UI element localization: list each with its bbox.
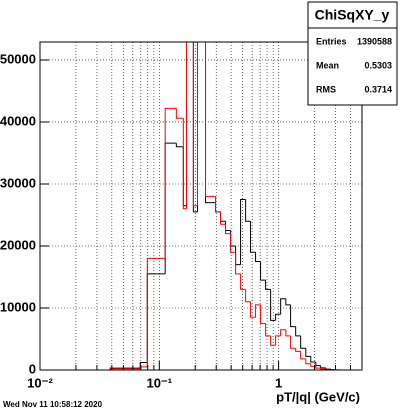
histogram-bin — [225, 224, 231, 235]
histogram-bin — [240, 273, 246, 290]
histogram-bin — [285, 298, 291, 306]
histogram-bin — [275, 313, 281, 321]
stats-box: ChiSqXY_y Entries 1390588 Mean 0.5303 RMS 0.3… — [307, 1, 398, 106]
histogram-bin — [250, 221, 256, 253]
histogram-bin — [270, 289, 276, 321]
histogram-bin — [260, 261, 266, 281]
stats-value: 1390588 — [357, 36, 392, 46]
stats-frame — [307, 1, 398, 106]
histogram-bin — [260, 304, 266, 324]
histogram-bin — [295, 348, 301, 352]
histogram-bin — [265, 323, 271, 337]
histogram-bin — [230, 233, 236, 253]
histogram-bin — [192, 42, 198, 207]
histogram-bin — [300, 351, 306, 360]
histogram-bin — [240, 198, 246, 265]
histogram-bin — [139, 366, 148, 369]
plot-frame — [39, 41, 363, 371]
y-tick-label: 20000 — [0, 237, 36, 252]
histogram-bin — [305, 358, 311, 365]
y-tick-label: 0 — [29, 361, 36, 376]
histogram-bin — [255, 304, 261, 318]
histogram-bin — [265, 280, 271, 290]
histogram-bin — [245, 289, 251, 303]
histogram-bin — [175, 143, 184, 148]
histogram-bin — [215, 196, 221, 213]
histogram-bin — [305, 348, 311, 357]
histogram-bin — [185, 42, 187, 209]
y-tick-label: 50000 — [0, 51, 36, 66]
histogram-bin — [295, 326, 301, 337]
histogram-bin — [320, 365, 326, 369]
y-tick-label: 40000 — [0, 113, 36, 128]
histograms — [40, 42, 362, 370]
histogram-bin — [290, 335, 296, 349]
histogram-bin — [197, 42, 198, 206]
stats-value: 0.3714 — [364, 84, 392, 94]
stats-value: 0.5303 — [364, 60, 392, 70]
y-tick-label: 30000 — [0, 175, 36, 190]
histogram-bin — [280, 298, 286, 315]
x-tick-label: 10⁻² — [27, 375, 53, 390]
histogram-bin — [285, 329, 291, 337]
histogram-bin — [315, 366, 321, 369]
histogram-bin — [182, 118, 187, 210]
stats-label: Entries — [316, 36, 347, 46]
x-tick-label: 10⁻¹ — [146, 375, 172, 390]
histogram-bin — [310, 356, 316, 363]
histogram-bin — [245, 199, 251, 222]
histogram-bin — [205, 42, 216, 197]
histogram-bin — [139, 362, 148, 369]
histogram-bin — [175, 108, 184, 119]
x-tick-label: 1 — [275, 375, 282, 390]
histogram-bin — [235, 252, 241, 275]
histogram-bin — [290, 304, 296, 328]
histogram-bin — [250, 301, 256, 318]
stats-label: RMS — [316, 84, 336, 94]
stats-title: ChiSqXY_y — [315, 7, 390, 23]
footer-date: Wed Nov 11 10:58:12 2020 — [3, 400, 103, 409]
histogram-bin — [300, 335, 306, 349]
x-axis-label: pT/|q| (GeV/c) — [276, 389, 360, 404]
histogram-bin — [275, 335, 281, 346]
histogram-bin — [320, 368, 326, 370]
histogram-bin — [280, 329, 286, 336]
histogram-bin — [146, 257, 166, 367]
y-tick-label: 10000 — [0, 299, 36, 314]
histogram-bin — [315, 361, 321, 367]
histogram-bin — [255, 252, 261, 262]
histogram-bin — [164, 107, 177, 259]
histogram-bin — [270, 335, 276, 346]
stats-label: Mean — [316, 60, 339, 70]
histogram-bin — [220, 211, 226, 225]
